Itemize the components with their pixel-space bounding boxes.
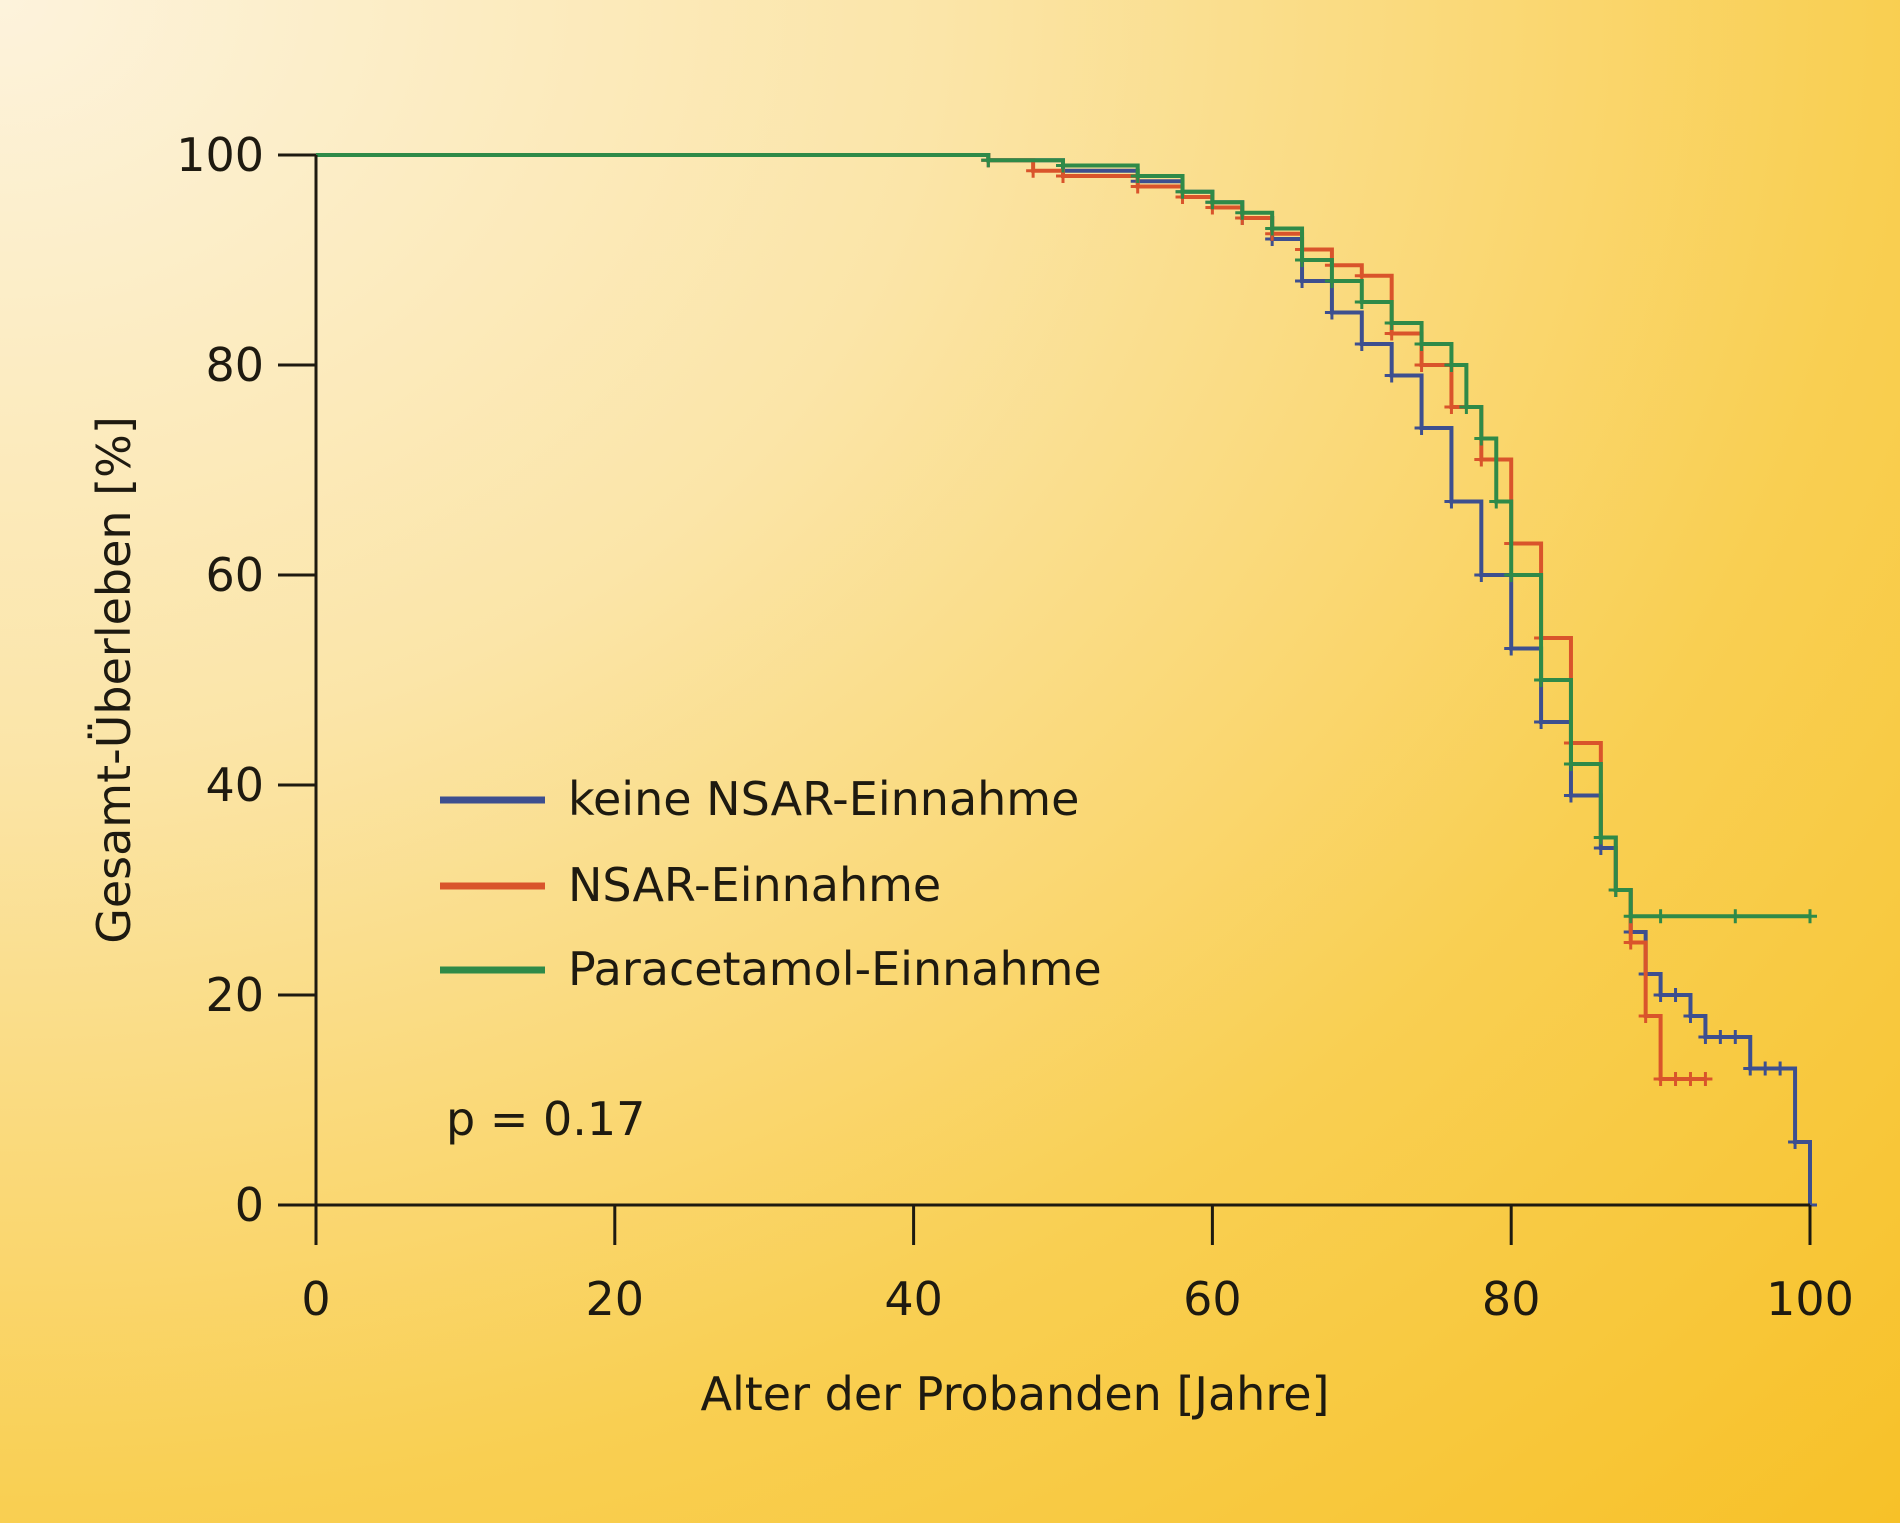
- legend-label-nsar: NSAR-Einnahme: [568, 858, 941, 912]
- y-tick-label: 40: [205, 758, 264, 812]
- censor-mark: [1698, 1072, 1713, 1086]
- y-tick-label: 60: [205, 548, 264, 602]
- censor-mark: [1728, 909, 1743, 924]
- x-tick-label: 0: [301, 1272, 330, 1326]
- censor-mark: [1130, 169, 1145, 183]
- x-tick-label: 20: [586, 1272, 645, 1326]
- censor-mark: [981, 153, 996, 168]
- censor-mark: [1056, 158, 1070, 173]
- censor-mark: [1235, 205, 1250, 220]
- censor-mark: [1653, 988, 1668, 1002]
- censor-mark: [1354, 295, 1369, 309]
- censor-mark: [1638, 1009, 1653, 1023]
- censor-mark: [1175, 184, 1190, 199]
- censor-mark: [1489, 494, 1504, 509]
- series-line-paracetamol: [316, 153, 1810, 919]
- legend-label-paracetamol: Paracetamol-Einnahme: [568, 942, 1102, 996]
- censor-mark: [1354, 337, 1369, 351]
- x-tick-label: 60: [1183, 1272, 1242, 1326]
- censor-mark: [1683, 1072, 1698, 1086]
- censor-mark: [1534, 673, 1549, 687]
- censor-mark: [1743, 1061, 1758, 1076]
- censor-mark: [1295, 274, 1310, 288]
- y-tick-label: 100: [176, 128, 264, 182]
- ticks-layer: 0 20 40 60 80 100 0 20 40 60 80 100: [176, 128, 1854, 1326]
- censor-mark: [1414, 421, 1429, 435]
- censor-mark: [1444, 400, 1459, 414]
- x-axis-title: Alter der Probanden [Jahre]: [701, 1367, 1330, 1421]
- censor-mark: [1773, 1061, 1788, 1076]
- censor-mark: [1205, 195, 1220, 210]
- censor-mark: [1459, 400, 1474, 414]
- p-value-annotation: p = 0.17: [446, 1092, 645, 1146]
- censor-mark: [1653, 1072, 1668, 1086]
- censor-mark: [1623, 935, 1638, 950]
- censor-mark: [1444, 358, 1459, 372]
- censor-mark: [1384, 316, 1399, 330]
- censor-mark: [1324, 305, 1339, 320]
- legend: keine NSAR-Einnahme NSAR-Einnahme Parace…: [440, 772, 1102, 996]
- censor-mark: [1698, 1030, 1713, 1044]
- x-tick-label: 80: [1482, 1272, 1541, 1326]
- censor-mark: [1474, 431, 1489, 446]
- censor-mark: [1758, 1061, 1773, 1076]
- censor-mark: [1653, 909, 1668, 924]
- censor-mark: [1324, 274, 1339, 288]
- censor-mark: [1563, 788, 1578, 803]
- censor-mark: [1474, 568, 1489, 582]
- censor-mark: [1668, 988, 1683, 1002]
- censor-mark: [1474, 452, 1489, 467]
- censor-mark: [1713, 1030, 1728, 1044]
- censor-mark: [1788, 1135, 1803, 1149]
- y-tick-label: 20: [205, 968, 264, 1022]
- censor-mark: [1414, 337, 1429, 351]
- censor-mark: [1728, 1030, 1743, 1044]
- censor-mark: [1295, 253, 1310, 267]
- x-tick-label: 40: [884, 1272, 943, 1326]
- censor-mark: [1026, 163, 1041, 178]
- censor-mark: [1803, 909, 1817, 924]
- censor-mark: [1534, 715, 1549, 729]
- censor-mark: [1504, 568, 1519, 582]
- censor-mark: [1593, 830, 1608, 845]
- censor-mark: [1668, 1072, 1683, 1086]
- censor-mark: [1504, 641, 1519, 656]
- y-tick-label: 0: [235, 1178, 264, 1232]
- censor-mark: [1683, 1009, 1698, 1023]
- series-layer: [316, 153, 1817, 1212]
- legend-label-keine-nsar: keine NSAR-Einnahme: [568, 772, 1079, 826]
- y-tick-label: 80: [205, 338, 264, 392]
- y-axis-title: Gesamt-Überleben [%]: [87, 416, 141, 944]
- censor-mark: [1623, 909, 1638, 924]
- series-line-keine-nsar: [316, 153, 1812, 1205]
- censor-mark: [1608, 883, 1623, 897]
- censor-mark: [1563, 757, 1578, 771]
- censor-mark: [1414, 358, 1429, 372]
- plot-area: 0 20 40 60 80 100 0 20 40 60 80 100: [176, 128, 1854, 1326]
- censor-mark: [1265, 221, 1280, 236]
- censor-mark: [1384, 368, 1399, 383]
- censor-mark: [1444, 494, 1459, 509]
- series-line-nsar: [913, 153, 1706, 1081]
- x-tick-label: 100: [1766, 1272, 1854, 1326]
